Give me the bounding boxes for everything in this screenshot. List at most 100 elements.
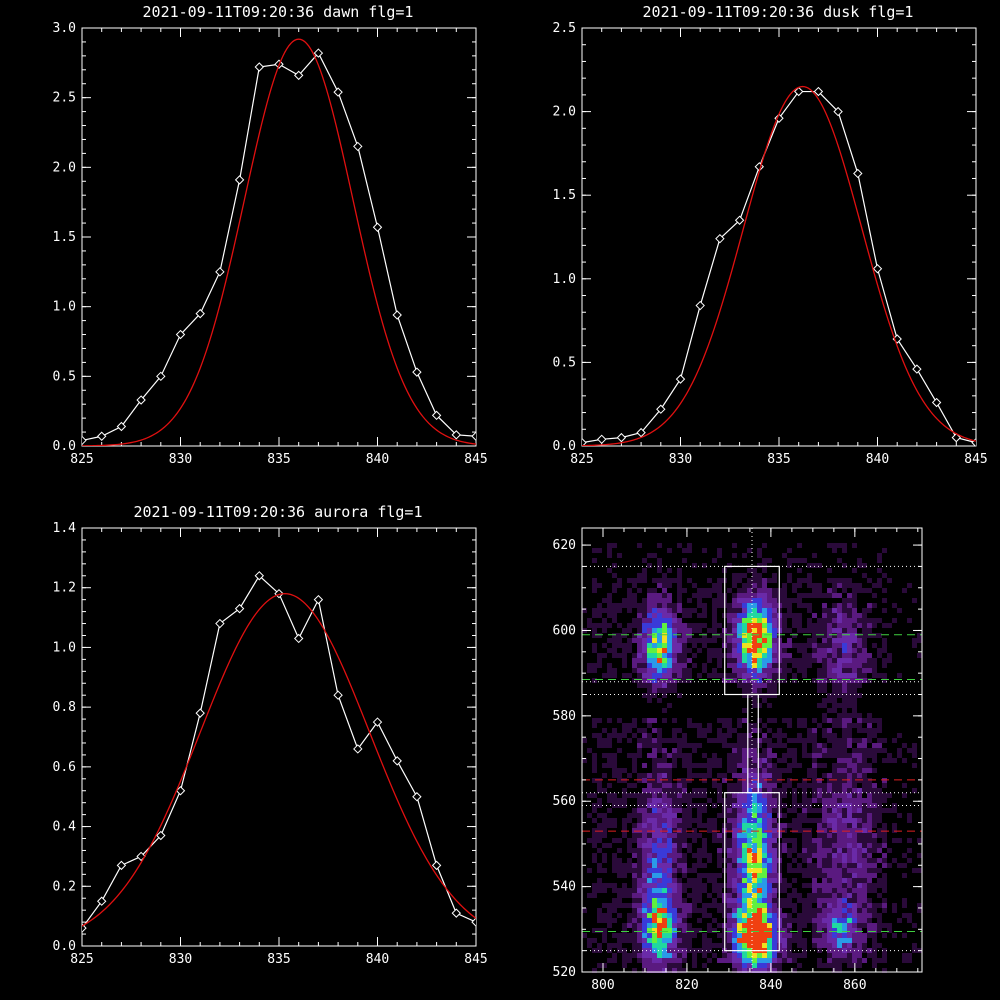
heatmap-cell (832, 628, 837, 633)
heatmap-cell (877, 673, 882, 678)
heatmap-cell (817, 928, 822, 933)
heatmap-cell (647, 933, 652, 938)
heatmap-cell (667, 803, 672, 808)
heatmap-cell (802, 913, 807, 918)
heatmap-cell (612, 943, 617, 948)
heatmap-cell (607, 593, 612, 598)
heatmap-cell (817, 873, 822, 878)
heatmap-cell (612, 758, 617, 763)
heatmap-cell (787, 668, 792, 673)
heatmap-cell (702, 588, 707, 593)
heatmap-cell (592, 818, 597, 823)
data-point (734, 215, 745, 225)
heatmap-cell (632, 578, 637, 583)
heatmap-cell (772, 668, 777, 673)
heatmap-cell (667, 583, 672, 588)
heatmap-cell (637, 573, 642, 578)
heatmap-cell (657, 738, 662, 743)
heatmap-cell (742, 738, 747, 743)
heatmap-cell (592, 628, 597, 633)
heatmap-cell (657, 818, 662, 823)
heatmap-cell (852, 908, 857, 913)
heatmap-cell (607, 793, 612, 798)
heatmap-cell (752, 933, 757, 938)
heatmap-cell (632, 768, 637, 773)
heatmap-cell (807, 663, 812, 668)
heatmap-cell (867, 868, 872, 873)
heatmap-cell (717, 733, 722, 738)
heatmap-cell (827, 828, 832, 833)
heatmap-cell (697, 823, 702, 828)
heatmap-cell (637, 613, 642, 618)
heatmap-cell (867, 713, 872, 718)
x-tick-label: 845 (464, 452, 487, 467)
heatmap-cell (747, 923, 752, 928)
heatmap-cell (802, 718, 807, 723)
heatmap-cell (597, 848, 602, 853)
heatmap-cell (907, 958, 912, 963)
heatmap-cell (857, 853, 862, 858)
heatmap-cell (682, 813, 687, 818)
heatmap-cell (867, 748, 872, 753)
heatmap-cell (782, 783, 787, 788)
heatmap-cell (702, 863, 707, 868)
heatmap-cell (587, 668, 592, 673)
heatmap-cell (827, 658, 832, 663)
heatmap-cell (767, 588, 772, 593)
heatmap-cell (832, 918, 837, 923)
heatmap-cell (772, 773, 777, 778)
heatmap-cell (717, 673, 722, 678)
heatmap-cell (847, 638, 852, 643)
heatmap-cell (637, 673, 642, 678)
data-point (392, 756, 402, 766)
heatmap-cell (772, 778, 777, 783)
heatmap-cell (702, 773, 707, 778)
heatmap-cell (687, 628, 692, 633)
heatmap-cell (797, 643, 802, 648)
heatmap-cell (892, 828, 897, 833)
heatmap-cell (827, 938, 832, 943)
heatmap-cell (662, 923, 667, 928)
heatmap-cell (597, 838, 602, 843)
heatmap-cell (757, 773, 762, 778)
heatmap-cell (592, 733, 597, 738)
heatmap-cell (812, 893, 817, 898)
heatmap-cell (632, 883, 637, 888)
heatmap-cell (792, 678, 797, 683)
heatmap-cell (612, 823, 617, 828)
heatmap-cell (672, 828, 677, 833)
heatmap-cell (652, 958, 657, 963)
heatmap-cell (832, 753, 837, 758)
heatmap-cell (912, 643, 917, 648)
heatmap-cell (632, 653, 637, 658)
heatmap-cell (842, 578, 847, 583)
heatmap-cell (797, 943, 802, 948)
heatmap-cell (807, 733, 812, 738)
heatmap-cell (842, 813, 847, 818)
heatmap-cell (637, 748, 642, 753)
heatmap-cell (727, 883, 732, 888)
heatmap-cell (757, 838, 762, 843)
heatmap-cell (882, 833, 887, 838)
heatmap-cell (617, 553, 622, 558)
heatmap-cell (682, 828, 687, 833)
heatmap-cell (762, 543, 767, 548)
heatmap-cell (647, 803, 652, 808)
heatmap-cell (852, 863, 857, 868)
heatmap-cell (702, 638, 707, 643)
heatmap-cell (667, 798, 672, 803)
heatmap-cell (662, 783, 667, 788)
heatmap-cell (807, 818, 812, 823)
heatmap-cell (782, 823, 787, 828)
heatmap-cell (702, 623, 707, 628)
heatmap-cell (787, 883, 792, 888)
heatmap-cell (617, 848, 622, 853)
heatmap-cell (862, 763, 867, 768)
heatmap-cell (857, 638, 862, 643)
heatmap-cell (792, 753, 797, 758)
heatmap-cell (787, 903, 792, 908)
heatmap-cell (602, 643, 607, 648)
heatmap-cell (627, 728, 632, 733)
heatmap-cell (682, 588, 687, 593)
heatmap-cell (667, 863, 672, 868)
